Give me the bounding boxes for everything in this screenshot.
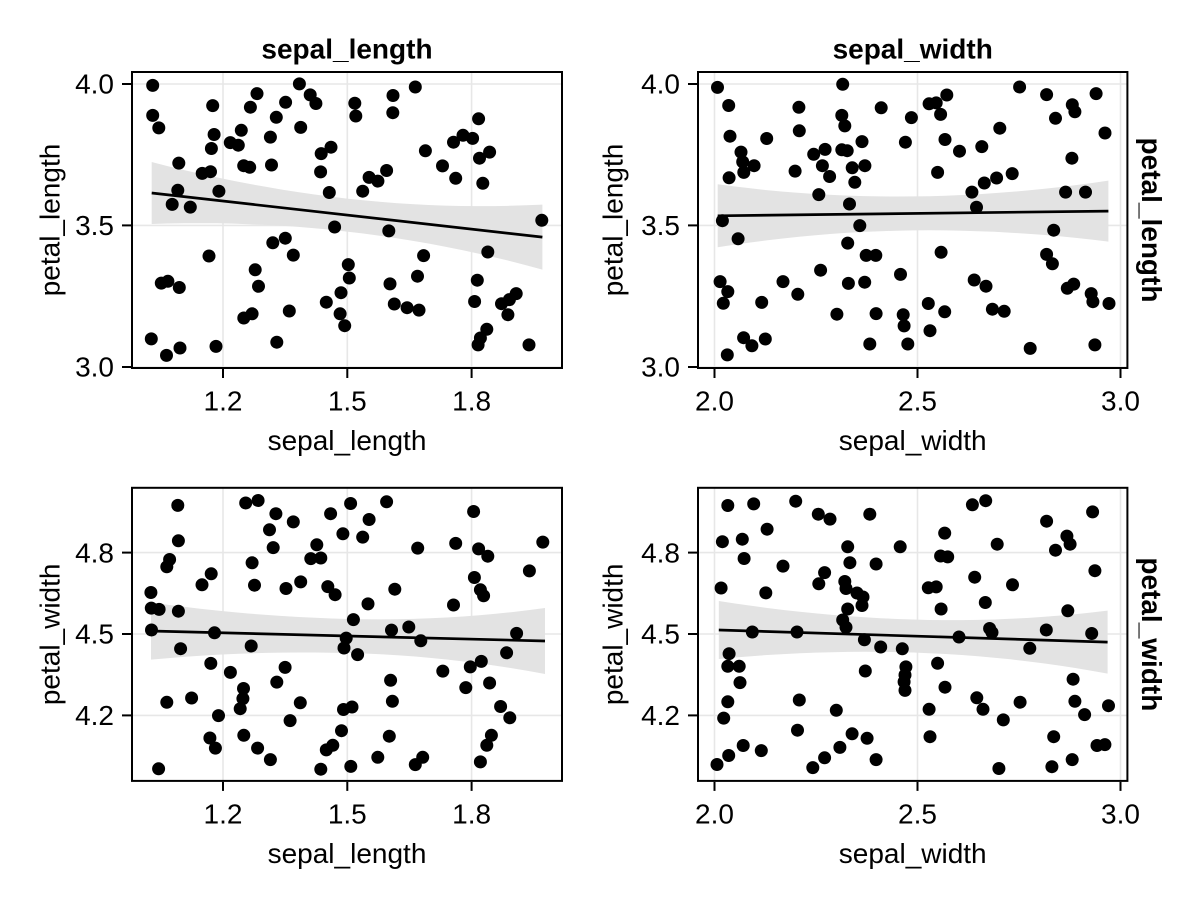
svg-text:3.0: 3.0 <box>1101 386 1140 417</box>
svg-text:sepal_length: sepal_length <box>261 34 432 65</box>
svg-text:3.0: 3.0 <box>75 352 114 383</box>
svg-text:1.5: 1.5 <box>328 798 367 829</box>
svg-text:sepal_length: sepal_length <box>268 838 427 869</box>
svg-text:1.8: 1.8 <box>452 798 491 829</box>
svg-text:1.5: 1.5 <box>328 386 367 417</box>
svg-text:sepal_width: sepal_width <box>839 425 987 456</box>
svg-text:3.5: 3.5 <box>641 210 680 241</box>
svg-text:petal_length: petal_length <box>1136 138 1167 303</box>
svg-text:3.0: 3.0 <box>641 352 680 383</box>
svg-text:petal_width: petal_width <box>598 564 629 706</box>
svg-text:4.5: 4.5 <box>641 619 680 650</box>
svg-text:sepal_width: sepal_width <box>833 34 993 65</box>
svg-text:sepal_length: sepal_length <box>268 425 427 456</box>
svg-text:2.0: 2.0 <box>695 386 734 417</box>
svg-text:2.5: 2.5 <box>898 798 937 829</box>
svg-text:3.0: 3.0 <box>1101 798 1140 829</box>
svg-text:2.5: 2.5 <box>898 386 937 417</box>
svg-text:4.8: 4.8 <box>75 537 114 568</box>
svg-text:3.5: 3.5 <box>75 210 114 241</box>
svg-text:petal_width: petal_width <box>1136 557 1167 711</box>
svg-text:petal_width: petal_width <box>35 564 66 706</box>
svg-text:4.2: 4.2 <box>641 700 680 731</box>
svg-text:4.0: 4.0 <box>75 69 114 100</box>
svg-text:1.2: 1.2 <box>204 386 243 417</box>
svg-text:1.2: 1.2 <box>204 798 243 829</box>
svg-text:sepal_width: sepal_width <box>839 838 987 869</box>
svg-text:2.0: 2.0 <box>695 798 734 829</box>
svg-text:petal_length: petal_length <box>598 144 629 297</box>
svg-text:4.0: 4.0 <box>641 69 680 100</box>
svg-text:4.8: 4.8 <box>641 537 680 568</box>
svg-text:1.8: 1.8 <box>452 386 491 417</box>
svg-text:4.5: 4.5 <box>75 619 114 650</box>
svg-text:petal_length: petal_length <box>35 144 66 297</box>
svg-text:4.2: 4.2 <box>75 700 114 731</box>
